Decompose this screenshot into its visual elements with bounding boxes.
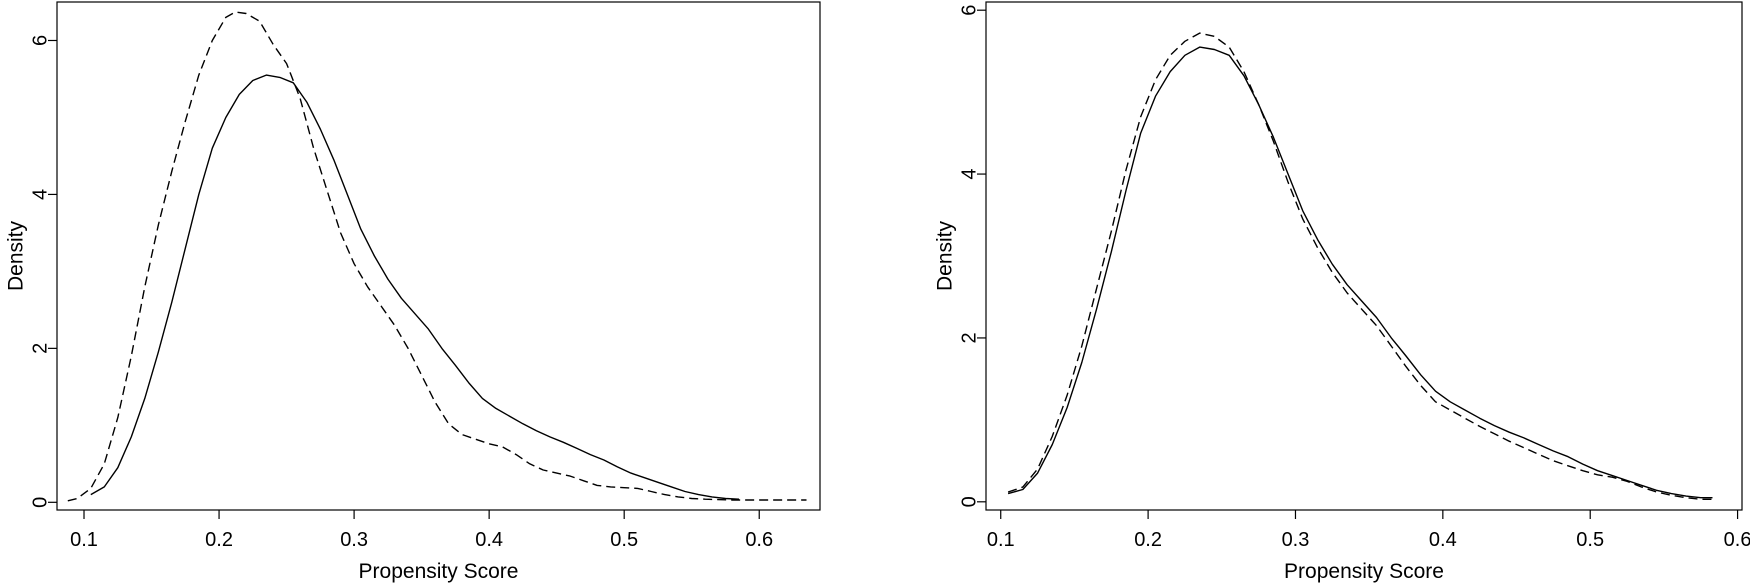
y-tick-label: 0 — [958, 496, 980, 507]
x-tick-label: 0.4 — [1429, 529, 1457, 551]
x-tick-label: 0.5 — [610, 529, 638, 551]
x-tick-label: 0.2 — [1134, 529, 1162, 551]
x-tick-label: 0.5 — [1576, 529, 1604, 551]
plot-frame — [56, 1, 821, 511]
x-tick-label: 0.1 — [70, 529, 98, 551]
x-tick-label: 0.3 — [1282, 529, 1310, 551]
x-axis-label: Propensity Score — [1284, 560, 1444, 583]
dashed-density-line — [1007, 32, 1713, 500]
x-tick-label: 0.6 — [1724, 529, 1750, 551]
x-axis-label: Propensity Score — [359, 560, 519, 583]
x-tick-label: 0.6 — [745, 529, 773, 551]
plot-frame — [985, 1, 1743, 511]
y-tick-label: 4 — [958, 169, 980, 180]
x-tick-label: 0.2 — [205, 529, 233, 551]
y-tick-label: 2 — [29, 343, 51, 354]
right-density-panel: 0.1 0.2 0.3 0.4 0.5 0.6 0 2 4 6 Propensity Score De… — [934, 1, 1750, 583]
solid-density-line — [1007, 46, 1713, 499]
left-density-panel: 0.1 0.2 0.3 0.4 0.5 0.6 0 2 4 6 Propensity Score De… — [5, 1, 821, 583]
y-tick-label: 6 — [29, 35, 51, 46]
y-tick-label: 2 — [958, 332, 980, 343]
y-tick-label: 0 — [29, 497, 51, 508]
y-tick-label: 6 — [958, 5, 980, 16]
x-tick-label: 0.1 — [987, 529, 1015, 551]
x-tick-label: 0.3 — [340, 529, 368, 551]
solid-density-line — [90, 74, 740, 500]
y-tick-label: 4 — [29, 189, 51, 200]
x-tick-label: 0.4 — [475, 529, 503, 551]
y-axis-label: Density — [934, 220, 957, 291]
dashed-density-line — [67, 11, 807, 502]
y-axis-label: Density — [5, 220, 28, 291]
